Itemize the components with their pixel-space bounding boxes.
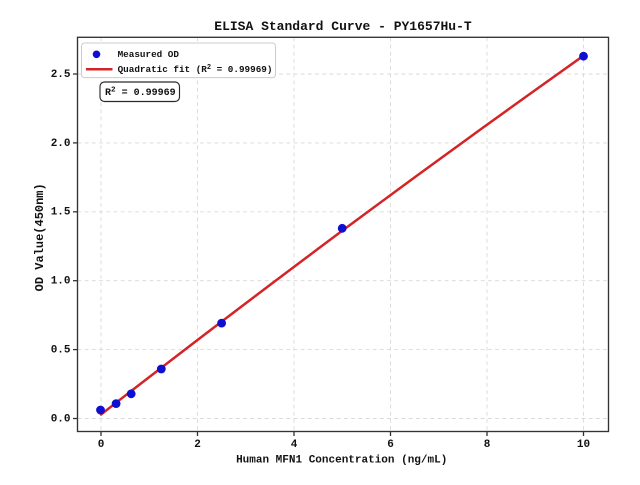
svg-text:OD Value(450nm): OD Value(450nm): [33, 183, 47, 291]
svg-text:2: 2: [194, 439, 201, 451]
svg-text:R2 = 0.99969: R2 = 0.99969: [105, 86, 176, 99]
svg-text:10: 10: [577, 439, 590, 451]
svg-text:Quadratic fit (R2 = 0.99969): Quadratic fit (R2 = 0.99969): [118, 64, 273, 75]
svg-text:1.5: 1.5: [51, 207, 71, 219]
svg-text:ELISA Standard Curve - PY1657H: ELISA Standard Curve - PY1657Hu-T: [214, 19, 472, 34]
svg-text:0: 0: [98, 439, 105, 451]
svg-text:1.0: 1.0: [51, 276, 71, 288]
svg-text:4: 4: [291, 439, 298, 451]
svg-text:2.0: 2.0: [51, 138, 71, 150]
svg-text:Human MFN1 Concentration (ng/m: Human MFN1 Concentration (ng/mL): [236, 454, 447, 466]
svg-text:0.5: 0.5: [51, 345, 71, 357]
svg-text:6: 6: [387, 439, 394, 451]
svg-text:8: 8: [484, 439, 491, 451]
svg-text:2.5: 2.5: [51, 69, 71, 81]
svg-text:Measured OD: Measured OD: [118, 49, 180, 60]
svg-text:0.0: 0.0: [51, 413, 71, 425]
